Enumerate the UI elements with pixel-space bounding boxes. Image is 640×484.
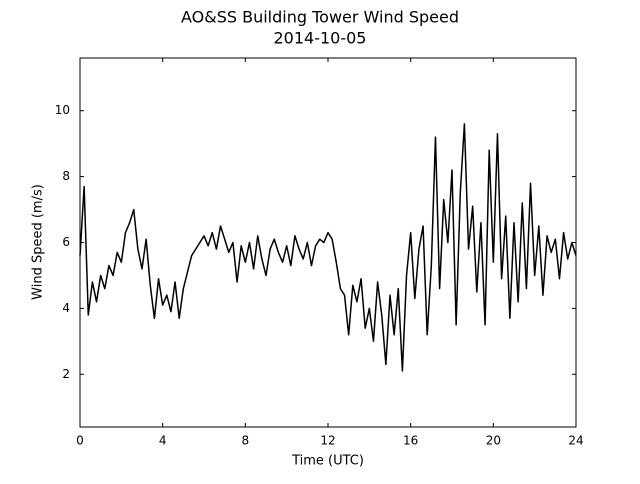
x-tick-label: 4 bbox=[159, 434, 167, 448]
x-axis-label: Time (UTC) bbox=[291, 454, 364, 469]
y-tick-label: 8 bbox=[62, 169, 70, 183]
y-tick-label: 4 bbox=[62, 301, 70, 315]
chart-subtitle: 2014-10-05 bbox=[274, 29, 367, 48]
chart-title: AO&SS Building Tower Wind Speed bbox=[181, 8, 459, 27]
y-tick-label: 2 bbox=[62, 367, 70, 381]
x-tick-label: 16 bbox=[403, 434, 418, 448]
x-tick-label: 12 bbox=[320, 434, 335, 448]
y-tick-label: 6 bbox=[62, 235, 70, 249]
plot-frame bbox=[79, 57, 577, 428]
y-tick-label: 10 bbox=[55, 103, 70, 117]
wind-line bbox=[79, 123, 577, 372]
y-axis-label: Wind Speed (m/s) bbox=[31, 184, 46, 300]
x-tick-label: 0 bbox=[76, 434, 84, 448]
x-tick-label: 20 bbox=[486, 434, 501, 448]
x-tick-label: 24 bbox=[568, 434, 583, 448]
x-tick-label: 8 bbox=[242, 434, 250, 448]
